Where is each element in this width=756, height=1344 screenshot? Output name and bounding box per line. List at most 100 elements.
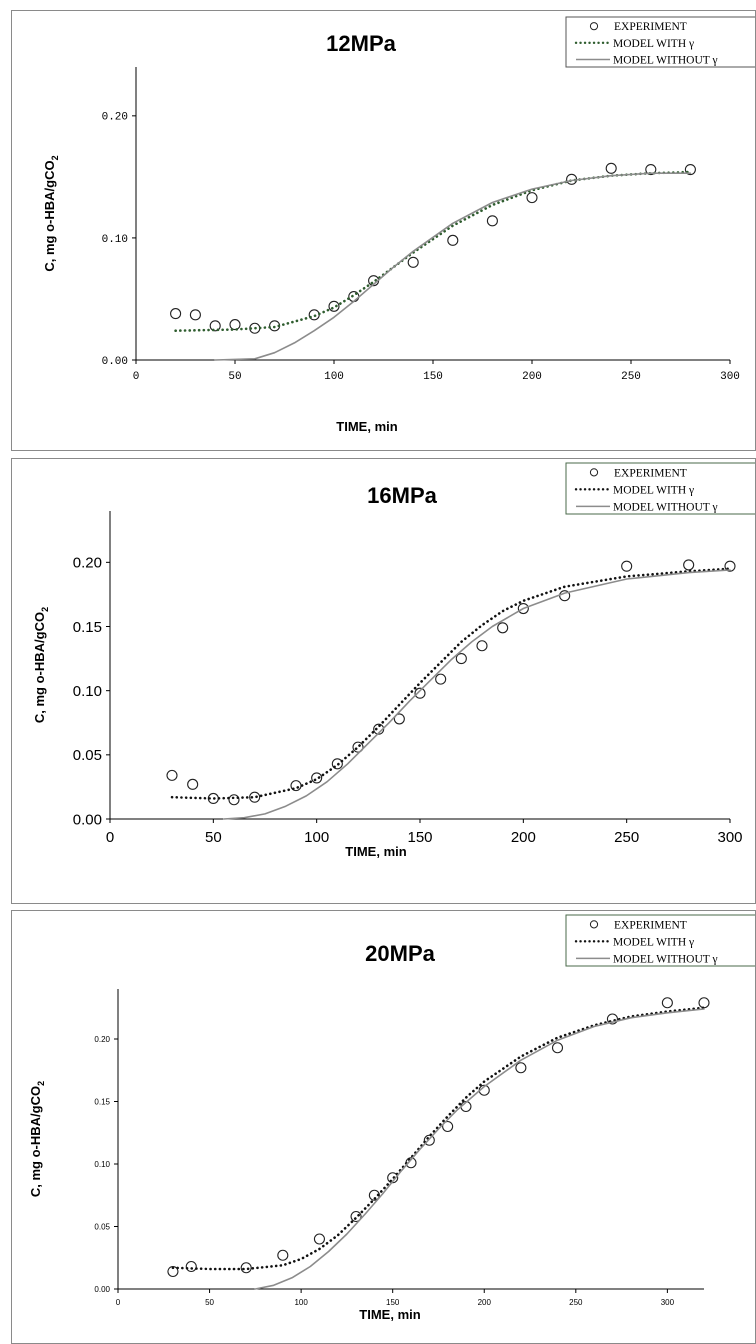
x-tick-label: 300 <box>720 371 740 383</box>
experiment-point <box>621 560 633 572</box>
legend-label: EXPERIMENT <box>614 919 687 931</box>
legend-label: MODEL WITH γ <box>613 936 694 948</box>
x-tick-label: 0 <box>106 829 114 846</box>
experiment-point <box>313 1233 325 1245</box>
y-axis-label: C, mg o-HBA/gCO2 <box>32 607 50 723</box>
experiment-point <box>167 1265 179 1278</box>
chart-16mpa: 16MPa 0 50 100 150 200 250 300 0.00 0.05 0.10 0.15 0… <box>32 462 755 859</box>
y-tick-label: 0.20 <box>102 112 128 124</box>
y-tick-label: 0.10 <box>102 234 128 246</box>
legend-label: MODEL WITHOUT γ <box>613 501 718 513</box>
experiment-point <box>435 673 447 685</box>
x-tick-label: 100 <box>294 1298 308 1307</box>
experiment-point <box>414 687 426 699</box>
legend-label: MODEL WITHOUT γ <box>613 55 718 67</box>
experiment-point <box>187 778 199 790</box>
experiment-point <box>240 1262 252 1274</box>
experiment-point <box>229 319 241 331</box>
x-tick-label: 100 <box>304 829 329 846</box>
legend-label: EXPERIMENT <box>614 21 687 33</box>
x-tick-label: 150 <box>386 1298 400 1307</box>
experiment-point <box>486 215 498 227</box>
experiment-point <box>331 758 343 770</box>
y-tick-label: 0.00 <box>102 356 128 368</box>
experiment-point <box>684 164 696 176</box>
model-with-gamma-line <box>174 170 692 333</box>
experiment-point <box>166 769 178 781</box>
experiment-point <box>698 997 710 1009</box>
y-axis-label-text: C, mg o-HBA/gCO <box>42 160 57 271</box>
y-tick-label: 0.20 <box>73 555 102 572</box>
model-with-gamma-line <box>170 567 732 800</box>
x-tick-label: 50 <box>228 371 241 383</box>
x-tick-label: 250 <box>569 1298 583 1307</box>
experiment-point <box>407 256 419 268</box>
experiment-point <box>350 1210 362 1223</box>
chart-title: 12MPa <box>326 31 396 56</box>
x-tick-label: 0 <box>133 371 140 383</box>
chart-panel-12mpa: 12MPa 0 50 100 150 200 250 300 0.00 0.10 0.20 TIME,… <box>11 10 756 451</box>
experiment-point <box>517 602 529 615</box>
chart-12mpa: 12MPa 0 50 100 150 200 250 300 0.00 0.10 0.20 TIME,… <box>42 16 755 434</box>
y-axis-label-text: C, mg o-HBA/gCO <box>28 1086 43 1197</box>
y-axis-label: C, mg o-HBA/gCO2 <box>28 1081 46 1197</box>
x-axis-label: TIME, min <box>336 419 397 434</box>
model-without-gamma-line <box>254 1008 705 1290</box>
experiment-point <box>311 772 323 784</box>
experiment-point <box>189 309 201 321</box>
experiment-point <box>645 164 657 176</box>
model-without-gamma-line <box>222 569 731 820</box>
y-axis-label-text: C, mg o-HBA/gCO <box>32 612 47 723</box>
legend-marker-experiment <box>589 468 599 477</box>
x-tick-label: 150 <box>423 371 443 383</box>
experiment-point <box>497 622 509 634</box>
chart-20mpa: 20MPa 0 50 100 150 200 250 300 0.00 0.05 0.10 0.15 0… <box>28 914 755 1322</box>
experiment-point <box>328 300 340 312</box>
experiment-point <box>423 1134 435 1146</box>
legend-label: MODEL WITH γ <box>613 38 694 50</box>
legend-marker-experiment <box>589 22 599 31</box>
x-tick-label: 300 <box>661 1298 675 1307</box>
legend-label: MODEL WITHOUT γ <box>613 953 718 965</box>
y-tick-label: 0.05 <box>73 747 102 764</box>
experiment-point <box>209 320 221 332</box>
x-tick-label: 250 <box>621 371 641 383</box>
y-tick-label: 0.20 <box>94 1035 110 1044</box>
chart-panel-20mpa: 20MPa 0 50 100 150 200 250 300 0.00 0.05 0.10 0.15 0… <box>11 910 756 1344</box>
model-with-gamma-line <box>171 1006 706 1271</box>
experiment-point <box>185 1260 197 1273</box>
legend: EXPERIMENT MODEL WITH γ MODEL WITHOUT γ <box>565 462 755 515</box>
experiment-point <box>170 308 182 320</box>
legend-label: EXPERIMENT <box>614 467 687 479</box>
x-tick-label: 100 <box>324 371 344 383</box>
experiment-point <box>447 234 459 246</box>
chart-title: 16MPa <box>367 483 437 508</box>
experiment-point <box>455 653 467 665</box>
experiment-point <box>526 192 538 204</box>
x-tick-label: 0 <box>116 1298 121 1307</box>
experiment-point <box>605 162 617 174</box>
x-tick-label: 50 <box>205 829 222 846</box>
experiment-point <box>352 741 364 753</box>
chart-panel-16mpa: 16MPa 0 50 100 150 200 250 300 0.00 0.05 0.10 0.15 0… <box>11 458 756 904</box>
experiment-point <box>606 1013 618 1025</box>
experiment-point <box>228 794 240 806</box>
experiment-point <box>393 713 405 725</box>
x-tick-label: 250 <box>614 829 639 846</box>
model-without-gamma-line <box>214 172 692 361</box>
y-tick-label: 0.05 <box>94 1222 110 1231</box>
experiment-point <box>724 560 736 572</box>
experiment-point <box>277 1249 289 1261</box>
y-tick-label: 0.15 <box>94 1097 110 1106</box>
y-tick-label: 0.15 <box>73 619 102 636</box>
y-tick-label: 0.10 <box>94 1160 110 1169</box>
experiment-point <box>476 640 488 652</box>
experiment-point <box>551 1042 564 1054</box>
x-tick-label: 200 <box>522 371 542 383</box>
legend-marker-experiment <box>589 920 599 929</box>
experiment-point <box>442 1120 454 1133</box>
x-axis-label: TIME, min <box>345 844 406 859</box>
experiment-point <box>249 791 261 803</box>
experiment-point <box>515 1062 527 1074</box>
y-tick-label: 0.00 <box>73 811 102 828</box>
